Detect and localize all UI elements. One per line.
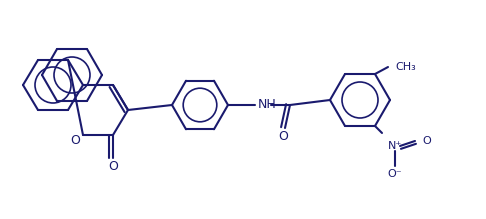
- Text: N⁺: N⁺: [388, 141, 402, 151]
- Text: O⁻: O⁻: [388, 169, 402, 179]
- Text: NH: NH: [258, 97, 277, 111]
- Text: O: O: [422, 136, 431, 146]
- Text: O: O: [70, 134, 80, 148]
- Text: O: O: [278, 129, 288, 143]
- Text: O: O: [108, 159, 118, 173]
- Text: CH₃: CH₃: [395, 62, 416, 72]
